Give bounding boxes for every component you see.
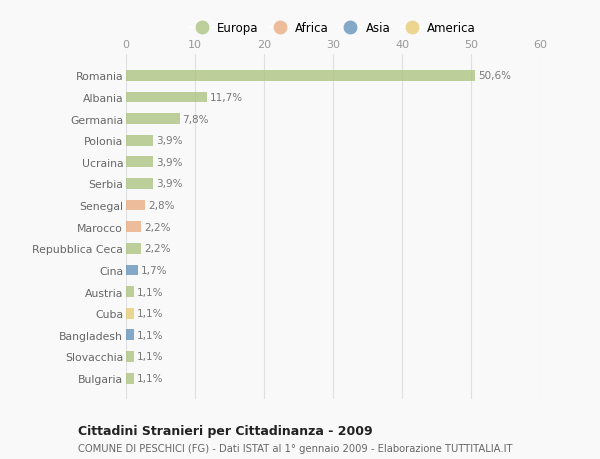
Bar bbox=[126, 179, 153, 190]
Bar bbox=[126, 157, 153, 168]
Bar bbox=[126, 200, 145, 211]
Bar bbox=[126, 92, 207, 103]
Text: 1,1%: 1,1% bbox=[136, 287, 163, 297]
Text: 2,2%: 2,2% bbox=[144, 222, 170, 232]
Bar bbox=[126, 351, 134, 362]
Bar bbox=[126, 243, 141, 254]
Text: COMUNE DI PESCHICI (FG) - Dati ISTAT al 1° gennaio 2009 - Elaborazione TUTTITALI: COMUNE DI PESCHICI (FG) - Dati ISTAT al … bbox=[78, 443, 512, 453]
Text: 7,8%: 7,8% bbox=[182, 114, 209, 124]
Bar bbox=[126, 265, 138, 276]
Bar bbox=[126, 114, 180, 125]
Text: 11,7%: 11,7% bbox=[209, 93, 242, 103]
Text: 2,8%: 2,8% bbox=[148, 201, 175, 211]
Bar bbox=[126, 330, 134, 341]
Text: 1,1%: 1,1% bbox=[136, 330, 163, 340]
Text: 1,1%: 1,1% bbox=[136, 308, 163, 319]
Text: 2,2%: 2,2% bbox=[144, 244, 170, 254]
Bar bbox=[126, 222, 141, 233]
Text: 50,6%: 50,6% bbox=[478, 71, 511, 81]
Text: 1,1%: 1,1% bbox=[136, 352, 163, 362]
Bar bbox=[126, 135, 153, 146]
Text: 1,1%: 1,1% bbox=[136, 373, 163, 383]
Bar bbox=[126, 308, 134, 319]
Text: 3,9%: 3,9% bbox=[155, 179, 182, 189]
Bar bbox=[126, 286, 134, 297]
Text: 3,9%: 3,9% bbox=[155, 136, 182, 146]
Text: Cittadini Stranieri per Cittadinanza - 2009: Cittadini Stranieri per Cittadinanza - 2… bbox=[78, 424, 373, 437]
Text: 1,7%: 1,7% bbox=[140, 265, 167, 275]
Text: 3,9%: 3,9% bbox=[155, 157, 182, 168]
Bar bbox=[126, 373, 134, 384]
Bar bbox=[126, 71, 475, 82]
Legend: Europa, Africa, Asia, America: Europa, Africa, Asia, America bbox=[188, 20, 478, 37]
